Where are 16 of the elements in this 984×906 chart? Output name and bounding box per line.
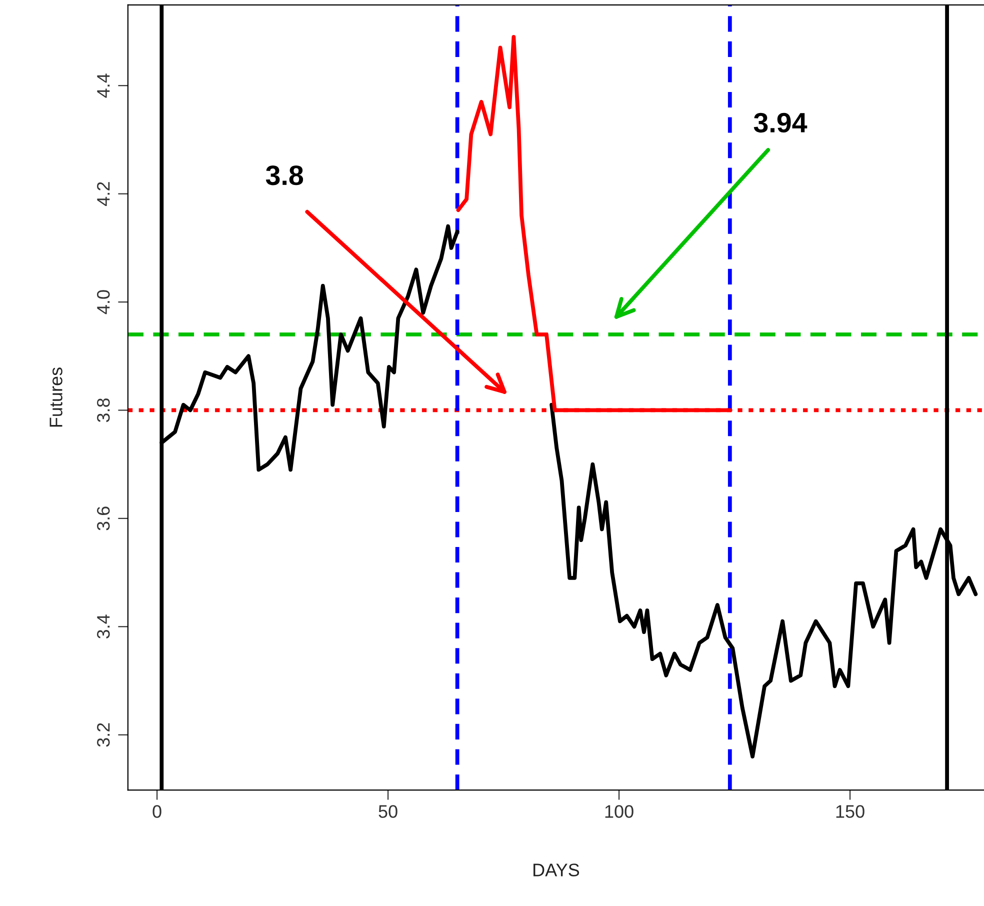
y-tick-label: 4.4 <box>97 74 110 98</box>
x-tick-label: 0 <box>152 805 162 818</box>
y-tick-label: 3.4 <box>96 614 110 638</box>
line-series <box>456 34 732 412</box>
x-tick-label: 150 <box>836 805 864 818</box>
y-tick-label: 4.0 <box>96 290 110 314</box>
y-tick-label: 3.6 <box>96 506 110 530</box>
x-axis-title: DAYS <box>534 864 580 876</box>
y-tick-label: 3.8 <box>96 398 110 422</box>
x-tick-label: 100 <box>605 805 634 818</box>
y-tick-label: 3.2 <box>96 723 110 747</box>
y-tick-label: 4.2 <box>96 182 110 206</box>
y-axis-title: Futures <box>50 368 62 427</box>
annotation: 3.94 <box>754 112 808 133</box>
x-tick-label: 50 <box>378 805 398 818</box>
annotation: 3.8 <box>266 165 304 186</box>
